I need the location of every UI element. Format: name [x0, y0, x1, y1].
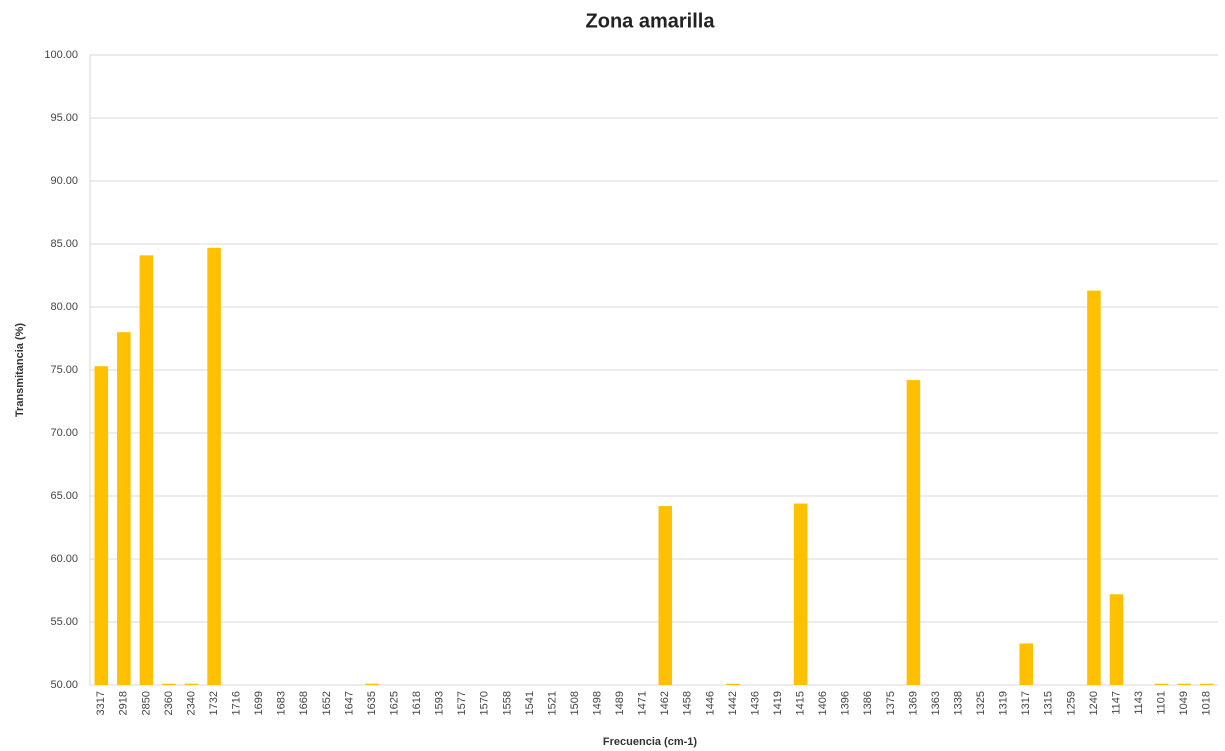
bar: [793, 503, 808, 685]
x-tick-label: 2918: [118, 691, 130, 715]
bar: [1177, 683, 1191, 685]
bar: [184, 683, 199, 685]
x-tick-label: 1319: [998, 691, 1010, 715]
x-tick-label: 1683: [276, 691, 288, 715]
x-tick-label: 1699: [253, 691, 265, 715]
x-tick-label: 1489: [614, 691, 626, 715]
x-tick-label: 1143: [1133, 691, 1145, 715]
y-tick-label: 100.00: [44, 49, 78, 61]
x-tick-label: 1570: [479, 691, 491, 715]
y-tick-label: 60.00: [50, 553, 78, 565]
x-tick-label: 1498: [592, 691, 604, 715]
x-tick-label: 1521: [546, 691, 558, 715]
bar: [906, 380, 921, 685]
x-tick-label: 1240: [1088, 691, 1100, 715]
chart-title: Zona amarilla: [586, 10, 716, 32]
x-tick-label: 1325: [975, 691, 987, 715]
x-tick-label: 1652: [321, 691, 333, 715]
x-tick-label: 1436: [749, 691, 761, 715]
x-tick-label: 1716: [231, 691, 243, 715]
bar: [1087, 290, 1101, 685]
y-tick-label: 80.00: [50, 301, 78, 313]
x-tick-label: 1259: [1065, 691, 1077, 715]
y-tick-label: 90.00: [50, 175, 78, 187]
y-tick-label: 70.00: [50, 427, 78, 439]
x-tick-label: 1442: [727, 691, 739, 715]
x-tick-label: 1419: [772, 691, 784, 715]
y-axis-label: Transmitancia (%): [14, 323, 26, 417]
x-tick-label: 1049: [1178, 691, 1190, 715]
bar: [658, 506, 673, 685]
bar: [365, 683, 379, 685]
x-axis-label: Frecuencia (cm-1): [603, 736, 697, 748]
x-tick-label: 1647: [343, 691, 355, 715]
x-tick-label: 1625: [388, 691, 400, 715]
x-tick-label: 1315: [1043, 691, 1055, 715]
bar: [1109, 594, 1124, 685]
x-tick-label: 1593: [434, 691, 446, 715]
bar: [162, 683, 176, 685]
x-tick-label: 2340: [185, 691, 197, 715]
x-tick-label: 1668: [298, 691, 310, 715]
y-tick-label: 85.00: [50, 238, 78, 250]
x-tick-label: 1458: [682, 691, 694, 715]
x-tick-label: 1375: [885, 691, 897, 715]
x-tick-label: 1508: [569, 691, 581, 715]
x-tick-label: 2360: [163, 691, 175, 715]
x-tick-label: 1018: [1201, 691, 1213, 715]
bar: [1199, 683, 1214, 685]
bar: [1019, 643, 1034, 685]
y-tick-label: 95.00: [50, 112, 78, 124]
x-tick-label: 1732: [208, 691, 220, 715]
bar: [94, 366, 109, 685]
y-tick-label: 65.00: [50, 490, 78, 502]
x-tick-label: 1101: [1156, 691, 1168, 715]
x-tick-label: 2850: [140, 691, 152, 715]
x-tick-label: 1147: [1110, 691, 1122, 715]
bar: [726, 683, 740, 685]
x-tick-label: 1577: [456, 691, 468, 715]
x-tick-label: 1635: [366, 691, 378, 715]
x-tick-label: 3317: [95, 691, 107, 715]
x-tick-label: 1386: [862, 691, 874, 715]
x-tick-label: 1558: [501, 691, 513, 715]
x-tick-label: 1317: [1020, 691, 1032, 715]
bar: [1154, 683, 1169, 685]
x-tick-label: 1369: [907, 691, 919, 715]
x-tick-label: 1406: [817, 691, 829, 715]
x-tick-label: 1338: [952, 691, 964, 715]
x-tick-label: 1462: [659, 691, 671, 715]
x-tick-label: 1618: [411, 691, 423, 715]
x-tick-label: 1446: [704, 691, 716, 715]
x-tick-label: 1471: [637, 691, 649, 715]
y-tick-label: 50.00: [50, 679, 78, 691]
x-tick-label: 1541: [524, 691, 536, 715]
y-tick-label: 55.00: [50, 616, 78, 628]
x-tick-label: 1415: [795, 691, 807, 715]
x-tick-label: 1396: [840, 691, 852, 715]
bar: [207, 247, 221, 685]
x-tick-label: 1363: [930, 691, 942, 715]
bar: [117, 332, 131, 685]
bar: [139, 255, 154, 685]
y-tick-label: 75.00: [50, 364, 78, 376]
